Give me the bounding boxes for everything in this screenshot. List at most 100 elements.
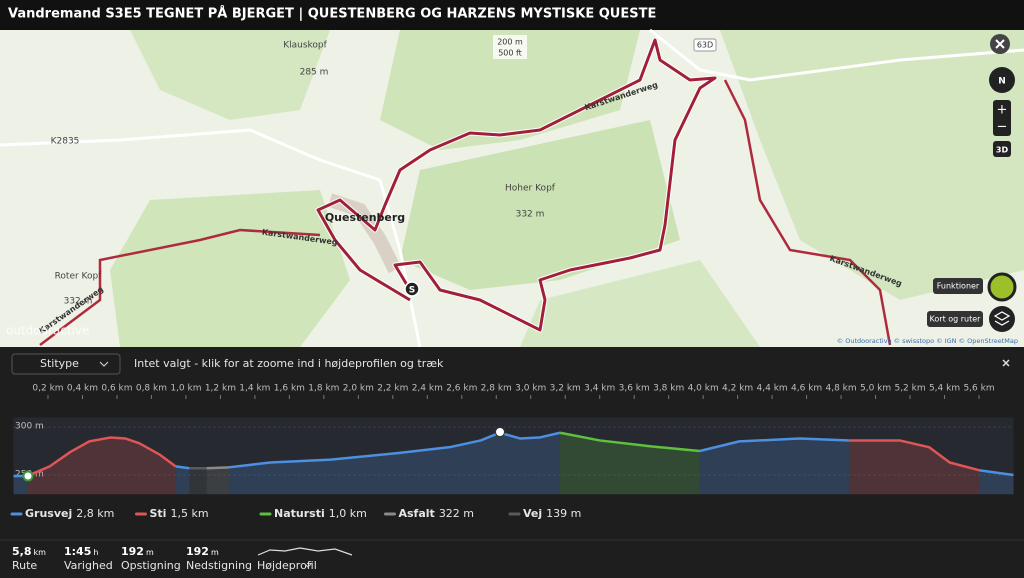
elevation-profile[interactable]: 0,2 km 0,4 km 0,6 km 0,8 km 1,0 km 1,2 km 1,4 … [13,384,1014,495]
x-tick-label: 0,8 km [136,384,167,394]
stat-unit: m [211,548,219,557]
place-label: Klauskopf [283,41,327,51]
dropdown-caret [99,361,109,367]
x-tick-label: 3,0 km [515,384,546,394]
surface-line [26,436,980,478]
forest [380,30,640,150]
road [0,128,381,182]
x-tick-label: 1,6 km [274,384,305,394]
map[interactable]: S Klauskopf 285 m Questenberg Hoher Kopf… [0,28,1024,348]
zoom-in-button[interactable]: + [997,103,1008,118]
x-tick-label: 1,2 km [205,384,236,394]
x-tick-label: 5,6 km [963,384,994,394]
legend: Grusvej 2,8 km Sti 1,5 km Natursti 1,0 km Asfa… [10,507,581,520]
x-tick-label: 4,4 km [757,384,788,394]
legend-name: Vej [523,507,542,520]
legend-label: Asfalt 322 m [399,507,475,520]
filter-label: Stitype [40,357,79,370]
forest [520,260,760,347]
legend-length: 322 m [439,507,474,520]
route [316,38,717,332]
legend-length: 1,0 km [329,507,367,520]
header-bar [0,0,1024,30]
start-marker[interactable] [404,281,420,297]
toggle-caret [304,563,312,568]
stat-number: 5,8 [12,545,32,558]
page-title: Vandremand S3E5 TEGNET PÅ BJERGET | QUES… [8,6,656,22]
profile-thumbnail [257,547,353,556]
legend-length: 2,8 km [76,507,114,520]
x-tick-label: 0,2 km [32,384,63,394]
zoom-controls [993,100,1011,136]
trail [39,228,321,346]
zoom-out-button[interactable]: − [997,120,1008,135]
x-tick-label: 5,0 km [860,384,891,394]
x-tick-label: 2,8 km [481,384,512,394]
profile-hint: Intet valgt - klik for at zoome ind i hø… [134,357,444,370]
stat-unit: h [93,548,98,557]
start-icon: S [409,286,415,296]
x-tick-label: 2,6 km [446,384,477,394]
functions-button[interactable] [933,278,983,294]
x-tick-label: 0,6 km [101,384,132,394]
stat-label: Varighed [64,559,113,572]
place-label: 332 m [64,297,93,307]
place-label: 285 m [300,68,329,78]
legend-name: Sti [150,507,167,520]
surface-filter[interactable] [11,353,121,375]
place-label: Hoher Kopf [505,184,556,194]
forest [400,120,680,290]
surface-area [13,432,1014,495]
x-tick-label: 3,6 km [619,384,650,394]
x-tick-label: 3,8 km [653,384,684,394]
watermark: outdooractive [6,324,89,338]
scale-label: 500 ft [498,49,522,58]
close-icon [995,39,1005,49]
x-tick-label: 2,4 km [412,384,443,394]
surface-line [13,431,1014,478]
x-tick-label: 4,8 km [826,384,857,394]
surface-line [559,431,700,453]
forest [0,30,330,120]
stat-number: 192 [186,545,209,558]
x-tick-label: 1,4 km [239,384,270,394]
x-tick-label: 0,4 km [67,384,98,394]
road-label: 63D [697,41,713,50]
place-label: 332 m [516,210,545,220]
legend-name: Natursti [274,507,325,520]
compass-button[interactable] [989,67,1015,93]
x-tick-label: 2,2 km [377,384,408,394]
surface-line [206,466,230,470]
3d-label: 3D [996,146,1009,155]
surface-area [27,437,980,495]
functions-icon[interactable] [987,272,1017,302]
forest [720,30,1024,300]
3d-button[interactable] [993,141,1011,157]
stat-number: 1:45 [64,545,91,558]
x-tick-label: 3,4 km [584,384,615,394]
x-tick-label: 4,2 km [722,384,753,394]
layers-button[interactable] [927,311,983,327]
scale-bar [493,35,527,59]
trail [723,79,892,346]
layers-icon[interactable] [989,306,1015,332]
profile-toggle[interactable]: Højdeprofil [257,559,317,572]
layers-label: Kort og ruter [930,315,982,324]
stat-number: 192 [121,545,144,558]
road-shield [693,38,717,52]
stat-label: Opstigning [121,559,181,572]
stat-value: 192 m [121,545,154,558]
road [649,28,1024,82]
x-tick-label: 2,0 km [343,384,374,394]
place-label: Questenberg [325,211,405,224]
layers-glyph [993,311,1011,326]
y-tick-label: 300 m [15,422,44,432]
stat-label: Rute [12,559,37,572]
x-tick-label: 5,4 km [929,384,960,394]
legend-label: Grusvej 2,8 km [25,507,114,520]
stat-label: Nedstigning [186,559,252,572]
legend-label: Vej 139 m [523,507,581,520]
close-profile[interactable] [1002,359,1010,367]
